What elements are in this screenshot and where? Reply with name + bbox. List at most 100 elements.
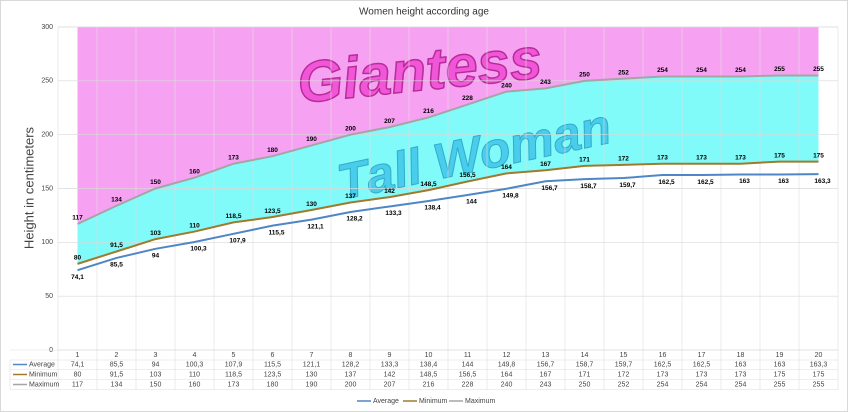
data-label: 115,5: [269, 229, 285, 236]
table-cell: 254: [735, 381, 747, 388]
chart-title: Women height according age: [359, 7, 489, 18]
series-line: [77, 173, 819, 272]
data-label: 128,2: [346, 216, 363, 223]
data-label: 162,5: [697, 179, 714, 186]
x-tick-label: 2: [115, 352, 119, 359]
data-label: 200: [345, 125, 356, 132]
x-tick-label: 6: [271, 352, 275, 359]
data-label: 103: [150, 230, 161, 237]
table-cell: 150: [150, 381, 162, 388]
table-cell: 91,5: [110, 371, 124, 378]
table-cell: 80: [74, 371, 82, 378]
data-label: 74,1: [71, 274, 84, 281]
table-cell: 118,5: [225, 371, 242, 378]
table-cell: 250: [579, 381, 591, 388]
table-cell: 175: [774, 371, 786, 378]
data-label: 252: [618, 69, 629, 76]
table-cell: 254: [657, 381, 669, 388]
table-cell: 200: [345, 381, 357, 388]
table-cell: 134: [111, 381, 123, 388]
data-label: 173: [696, 154, 707, 161]
table-cell: 163,3: [810, 361, 828, 368]
data-label: 85,5: [110, 262, 123, 269]
table-cell: 173: [696, 371, 708, 378]
table-cell: 121,1: [303, 361, 321, 368]
data-label: 80: [74, 255, 82, 262]
table-cell: 255: [774, 381, 786, 388]
table-cell: 110: [189, 371, 200, 378]
table-row-label: Average: [29, 361, 55, 368]
table-cell: 162,5: [693, 361, 711, 368]
table-cell: 144: [462, 361, 474, 368]
y-tick-label: 50: [45, 293, 53, 300]
data-label: 149,8: [502, 192, 519, 199]
data-label: 207: [384, 118, 395, 125]
data-label: 144: [466, 199, 477, 206]
x-tick-label: 1: [76, 352, 80, 359]
data-label: 254: [735, 67, 746, 74]
x-tick-label: 20: [815, 352, 823, 359]
x-tick-label: 4: [193, 352, 197, 359]
table-cell: 175: [813, 371, 825, 378]
data-label: 158,7: [580, 183, 597, 190]
y-tick-label: 300: [41, 24, 53, 31]
table-cell: 156,5: [459, 371, 477, 378]
data-label: 156,7: [541, 185, 558, 192]
data-label: 134: [111, 196, 122, 203]
y-axis-label: Height in centimeters: [21, 126, 36, 249]
data-label: 137: [345, 193, 356, 200]
table-cell: 158,7: [576, 361, 594, 368]
table-cell: 100,3: [186, 361, 204, 368]
data-label: 160: [189, 168, 200, 175]
table-cell: 156,7: [537, 361, 555, 368]
table-cell: 115,5: [264, 361, 281, 368]
table-cell: 172: [618, 371, 630, 378]
table-cell: 240: [501, 381, 513, 388]
legend-label: Minimum: [419, 398, 448, 405]
x-tick-label: 19: [776, 352, 784, 359]
table-cell: 123,5: [264, 371, 282, 378]
data-label: 110: [189, 222, 200, 229]
data-label: 254: [696, 67, 707, 74]
data-label: 91,5: [110, 242, 123, 249]
table-row-label: Maximum: [29, 381, 60, 388]
data-label: 164: [501, 164, 512, 171]
y-tick-label: 0: [49, 347, 53, 354]
series-line: [77, 74, 819, 225]
table-cell: 252: [618, 381, 630, 388]
data-label: 250: [579, 72, 590, 79]
table-cell: 103: [150, 371, 162, 378]
table-cell: 173: [735, 371, 747, 378]
x-tick-label: 18: [737, 352, 745, 359]
table-cell: 216: [423, 381, 435, 388]
x-tick-label: 5: [232, 352, 236, 359]
x-tick-label: 13: [542, 352, 550, 359]
data-label: 162,5: [658, 179, 675, 186]
x-tick-label: 10: [425, 352, 433, 359]
table-cell: 173: [657, 371, 669, 378]
data-label: 163: [778, 178, 789, 185]
table-cell: 171: [579, 371, 591, 378]
data-label: 255: [774, 66, 785, 73]
data-label: 243: [540, 79, 551, 86]
data-label: 130: [306, 201, 317, 208]
data-label: 175: [774, 152, 785, 159]
x-tick-label: 11: [464, 352, 471, 359]
data-label: 172: [618, 156, 629, 163]
table-cell: 142: [384, 371, 396, 378]
data-label: 254: [657, 67, 668, 74]
data-label: 228: [462, 95, 473, 102]
table-cell: 255: [813, 381, 825, 388]
data-label: 133,3: [385, 210, 402, 217]
x-tick-label: 14: [581, 352, 589, 359]
table-cell: 243: [540, 381, 552, 388]
data-label: 107,9: [229, 238, 246, 245]
y-tick-label: 150: [41, 185, 53, 192]
data-label: 180: [267, 147, 278, 154]
table-cell: 148,5: [420, 371, 438, 378]
data-label: 159,7: [619, 182, 636, 189]
data-label: 173: [657, 154, 668, 161]
table-cell: 137: [345, 371, 357, 378]
x-tick-label: 8: [349, 352, 353, 359]
